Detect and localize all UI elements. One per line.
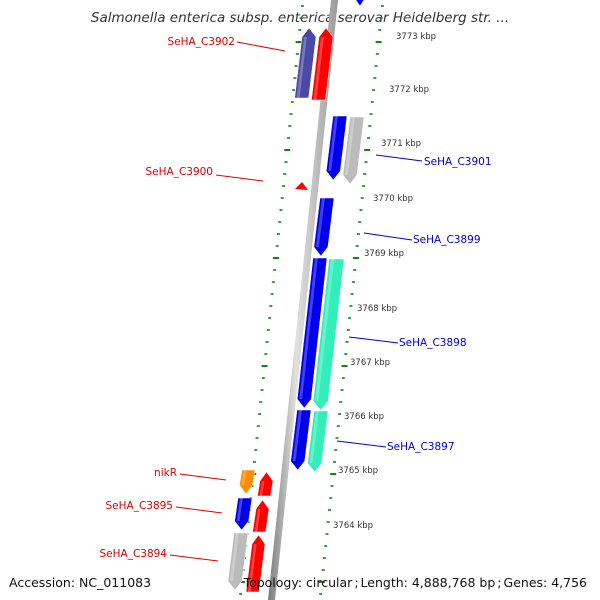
gene-red-3894-pair (245, 534, 266, 593)
ruler-dash-lines (238, 5, 384, 595)
gene-label-SeHA_C3898: SeHA_C3898 (399, 337, 467, 349)
gene-green-3897-pair-shade (309, 411, 319, 463)
length-text: Length: 4,888,768 bp (360, 575, 496, 590)
ruler-label: 3765 kbp (338, 466, 378, 476)
gene-SeHA_C3895 (234, 497, 253, 531)
leader-SeHA_C3899 (363, 232, 413, 241)
leader-SeHA_C3902 (236, 41, 286, 52)
gene-top-partial (355, 0, 365, 7)
genes-count-text: Genes: 4,756 (503, 575, 587, 590)
ruler-labels: 3773 kbp 3772 kbp 3771 kbp 3770 kbp 3769… (333, 32, 436, 531)
ruler-label: 3771 kbp (381, 139, 421, 149)
gene-SeHA_C3894-shade (230, 533, 239, 581)
ruler-label: 3770 kbp (373, 194, 413, 204)
leader-SeHA_C3898 (348, 336, 399, 344)
gene-red-nikR-pair-shade (259, 481, 265, 496)
ruler-label: 3768 kbp (357, 304, 397, 314)
gene-green-3898-pair-shade (315, 259, 335, 401)
gene-SeHA_C3901-shade (328, 116, 338, 171)
gene-label-SeHA_C3901: SeHA_C3901 (424, 156, 492, 168)
gene-SeHA_C3898 (296, 257, 328, 409)
leader-nikR (179, 473, 227, 481)
gene-SeHA_C3902-shade (296, 37, 307, 98)
gene-nikR (239, 469, 256, 495)
gene-label-SeHA_C3895: SeHA_C3895 (105, 500, 173, 512)
gene-SeHA_C3902 (294, 27, 317, 99)
ruler-label: 3766 kbp (344, 412, 384, 422)
ruler-label: 3764 kbp (333, 521, 373, 531)
gene-label-SeHA_C3894: SeHA_C3894 (99, 548, 167, 560)
gene-label-SeHA_C3902: SeHA_C3902 (167, 36, 235, 48)
gene-label-SeHA_C3899: SeHA_C3899 (413, 234, 481, 246)
gene-red-3894-pair-shade (248, 544, 257, 592)
gene-features (227, 0, 365, 593)
ruler-label: 3767 kbp (350, 358, 390, 368)
gene-label-SeHA_C3897: SeHA_C3897 (387, 441, 455, 453)
ruler-label: 3772 kbp (389, 85, 429, 95)
topology-text: Topology: circular (243, 575, 353, 590)
ruler-label: 3773 kbp (396, 32, 436, 42)
gene-red-3902-pair (311, 27, 334, 101)
ruler-label: 3769 kbp (364, 249, 404, 259)
gene-labels: SeHA_C3902 SeHA_C3900 nikR SeHA_C3895 Se… (99, 36, 491, 560)
gene-nikR-shade (241, 470, 247, 485)
gene-gray-3901-pair (342, 116, 365, 185)
gene-red-3895-pair-shade (254, 509, 261, 532)
gene-SeHA_C3898-shade (299, 258, 318, 399)
label-leaders (169, 41, 423, 562)
gene-green-3897-pair (307, 410, 329, 473)
gene-SeHA_C3897-shade (292, 410, 302, 461)
leader-SeHA_C3900 (215, 174, 264, 182)
gene-label-nikR: nikR (154, 467, 177, 479)
gene-SeHA_C3901 (326, 115, 348, 181)
gene-red-3902-pair-shade (313, 37, 324, 100)
gene-red-3895-pair (252, 499, 270, 533)
genome-backbone (268, 0, 338, 600)
gene-label-SeHA_C3900: SeHA_C3900 (145, 166, 213, 178)
leader-SeHA_C3895 (175, 506, 223, 514)
gene-red-nikR-pair (257, 471, 274, 497)
gene-SeHA_C3894 (227, 532, 249, 591)
gene-SeHA_C3899-shade (315, 198, 325, 247)
gene-SeHA_C3895-shade (236, 498, 243, 521)
accession-text: Accession: NC_011083 (9, 575, 152, 590)
leader-SeHA_C3897 (336, 440, 387, 448)
leader-SeHA_C3901 (375, 154, 423, 162)
gene-green-3898-pair (312, 258, 345, 411)
leader-SeHA_C3894 (169, 554, 219, 562)
gene-gray-3901-pair-shade (344, 117, 355, 175)
gene-SeHA_C3897 (290, 409, 312, 471)
genome-summary: Topology: circular; Length: 4,888,768 bp;… (243, 575, 587, 590)
gene-SeHA_C3899 (313, 197, 335, 257)
gene-SeHA_C3900 (295, 182, 308, 190)
